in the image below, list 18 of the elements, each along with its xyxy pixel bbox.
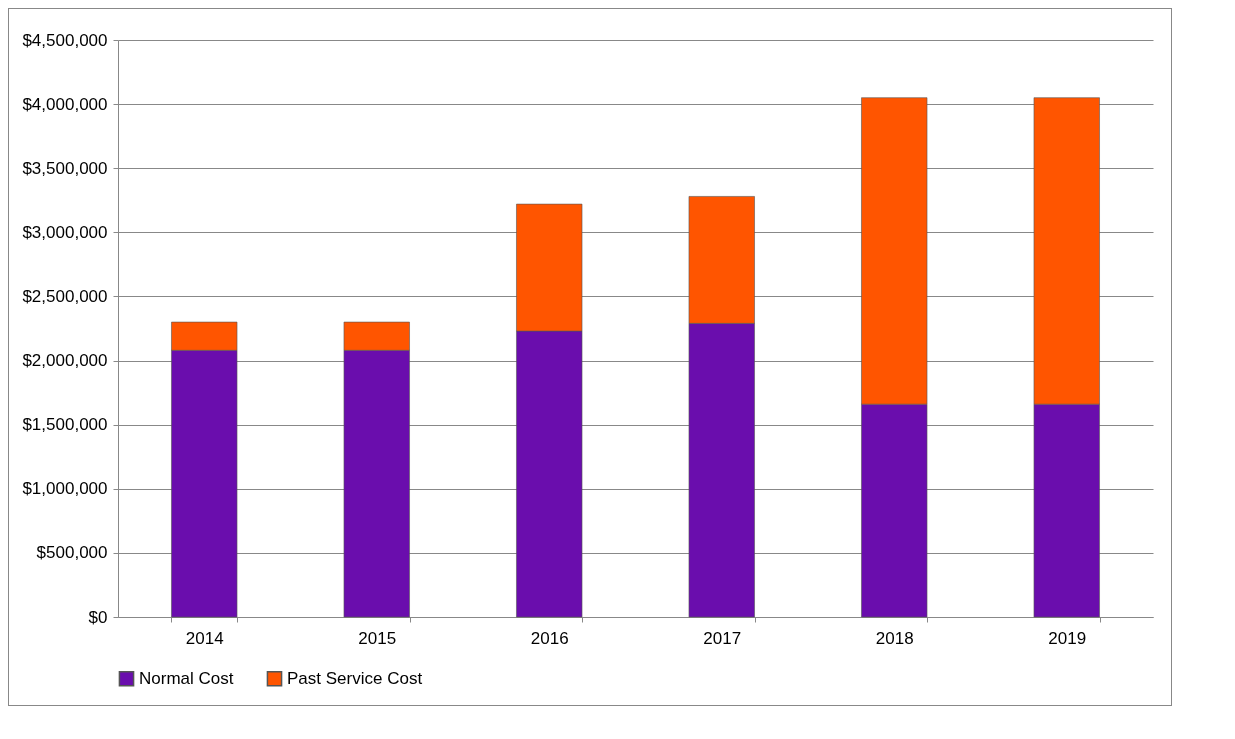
x-tick-label: 2016	[530, 628, 569, 648]
x-tick-label: 2017	[703, 628, 742, 648]
legend-label: Past Service Cost	[287, 668, 423, 688]
x-tick-label: 2018	[875, 628, 914, 648]
y-tick-label: $2,000,000	[22, 351, 108, 371]
y-tick-label: $500,000	[36, 543, 108, 563]
y-tick-label: $0	[88, 607, 108, 627]
y-tick-label: $4,500,000	[22, 30, 108, 50]
y-tick-label: $1,000,000	[22, 479, 108, 499]
x-tick-label: 2015	[358, 628, 397, 648]
x-tick-label: 2014	[185, 628, 224, 648]
y-tick-label: $2,500,000	[22, 286, 108, 306]
y-tick-label: $1,500,000	[22, 415, 108, 435]
legend-label: Normal Cost	[139, 668, 234, 688]
y-tick-label: $3,000,000	[22, 222, 108, 242]
y-tick-label: $3,500,000	[22, 158, 108, 178]
y-tick-label: $4,000,000	[22, 94, 108, 114]
x-tick-label: 2019	[1048, 628, 1087, 648]
